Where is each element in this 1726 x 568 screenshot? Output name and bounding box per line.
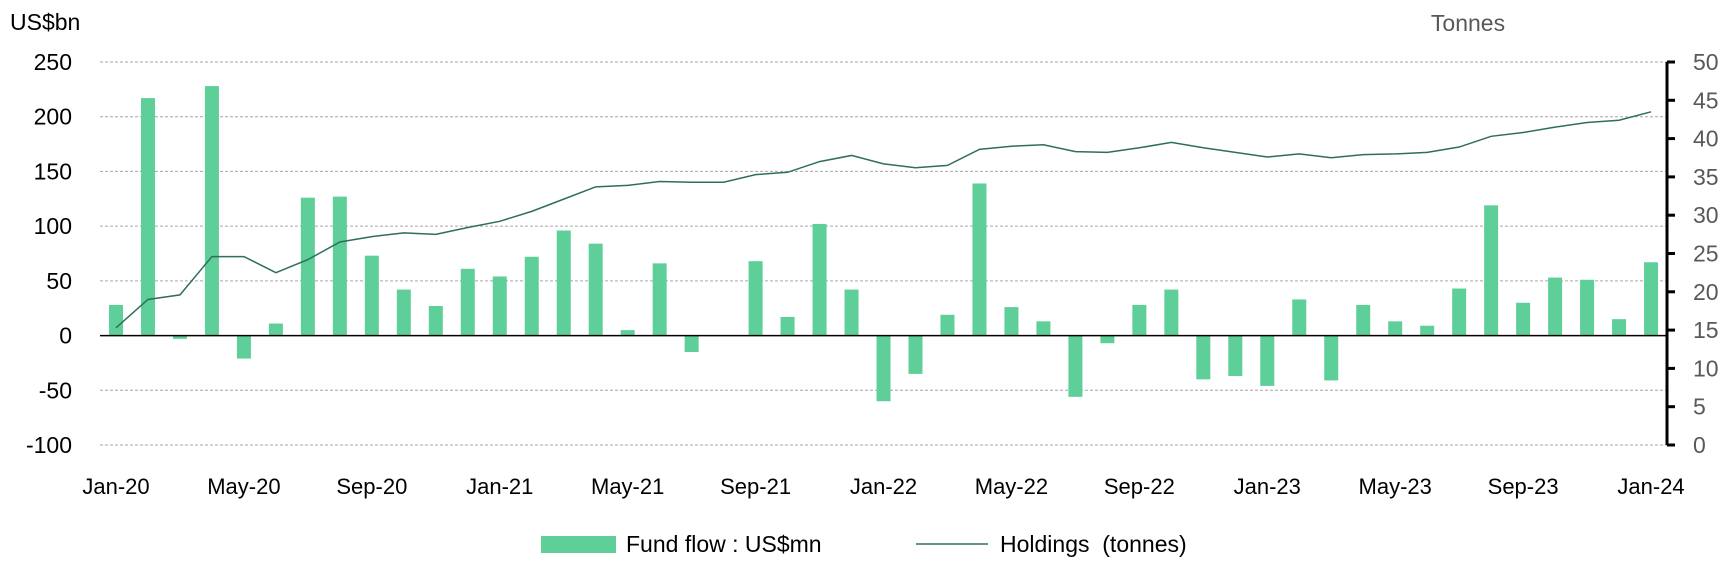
bar-Jan-22 — [876, 335, 891, 402]
bar-Nov-20 — [428, 306, 443, 336]
x-tick-label: May-22 — [975, 474, 1048, 499]
bar-Oct-23 — [1548, 277, 1563, 336]
bar-Jul-22 — [1068, 335, 1083, 397]
bar-Jan-24 — [1644, 262, 1659, 336]
x-tick-label: May-20 — [207, 474, 280, 499]
bar-Feb-21 — [524, 256, 539, 336]
left-tick-label: 200 — [34, 104, 72, 130]
bar-Feb-23 — [1292, 299, 1307, 336]
line-series — [115, 111, 1652, 329]
bar-Jan-20 — [109, 304, 123, 336]
bar-Dec-21 — [844, 289, 859, 336]
bar-May-23 — [1388, 321, 1403, 336]
bar-Jan-23 — [1260, 335, 1275, 386]
bar-Apr-23 — [1356, 304, 1371, 336]
bar-Dec-20 — [460, 268, 475, 336]
left-tick-label: -100 — [26, 432, 72, 458]
x-tick-label: Jan-22 — [850, 474, 917, 499]
left-tick-label: 50 — [46, 268, 72, 294]
bar-Aug-22 — [1100, 335, 1115, 344]
bar-May-20 — [236, 335, 251, 359]
bar-May-22 — [1004, 307, 1019, 336]
bar-Sep-23 — [1516, 302, 1531, 336]
bar-Apr-21 — [588, 243, 603, 336]
bar-Jun-23 — [1420, 325, 1435, 336]
bar-Jul-20 — [300, 197, 315, 336]
x-tick-label: May-23 — [1359, 474, 1432, 499]
holdings-line — [115, 111, 1652, 329]
bar-Dec-23 — [1612, 319, 1627, 336]
x-tick-label: Jan-20 — [82, 474, 149, 499]
bar-Mar-23 — [1324, 335, 1339, 381]
right-tick-label: 25 — [1693, 241, 1719, 267]
bar-Oct-22 — [1164, 289, 1179, 336]
legend: Fund flow : US$mn Holdings (tonnes) — [541, 531, 1187, 557]
bar-Aug-20 — [332, 196, 347, 336]
legend-bar-swatch — [541, 536, 616, 553]
bar-Nov-21 — [812, 223, 827, 336]
x-tick-label: Sep-22 — [1104, 474, 1175, 499]
bar-Jul-21 — [684, 335, 699, 352]
left-tick-label: -50 — [39, 377, 72, 403]
bar-Oct-20 — [396, 289, 411, 336]
x-tick-label: Sep-23 — [1488, 474, 1559, 499]
bar-May-21 — [620, 330, 635, 336]
bar-Jun-21 — [652, 263, 667, 336]
right-tick-label: 30 — [1693, 202, 1719, 228]
left-tick-label: 100 — [34, 213, 72, 239]
bar-Feb-20 — [140, 98, 155, 336]
x-tick-label: Jan-24 — [1617, 474, 1684, 499]
right-tick-label: 50 — [1693, 49, 1719, 75]
x-tick-label: May-21 — [591, 474, 664, 499]
right-tick-label: 0 — [1693, 432, 1706, 458]
right-tick-label: 15 — [1693, 317, 1719, 343]
bar-Apr-20 — [204, 86, 219, 336]
gridlines — [100, 61, 1667, 446]
bar-Sep-21 — [748, 261, 763, 336]
bar-Jul-23 — [1452, 288, 1467, 336]
bar-Aug-23 — [1484, 205, 1499, 336]
right-tick-label: 20 — [1693, 279, 1719, 305]
bar-Dec-22 — [1228, 335, 1243, 377]
bar-Nov-22 — [1196, 335, 1211, 380]
bar-Mar-22 — [940, 314, 955, 336]
bar-Sep-20 — [364, 255, 379, 336]
right-tick-label: 40 — [1693, 126, 1719, 152]
bar-Oct-21 — [780, 316, 795, 336]
bar-Mar-20 — [172, 335, 187, 339]
x-tick-label: Jan-21 — [466, 474, 533, 499]
right-axis-label: Tonnes — [1431, 10, 1505, 36]
x-tick-label: Sep-20 — [336, 474, 407, 499]
left-tick-label: 150 — [34, 158, 72, 184]
bar-Feb-22 — [908, 335, 923, 374]
right-tick-label: 35 — [1693, 164, 1719, 190]
x-tick-label: Sep-21 — [720, 474, 791, 499]
bar-Jan-21 — [492, 276, 507, 336]
x-tick-label: Jan-23 — [1234, 474, 1301, 499]
right-tick-label: 5 — [1693, 394, 1706, 420]
legend-line-label: Holdings (tonnes) — [1000, 531, 1187, 557]
bar-Apr-22 — [972, 183, 987, 336]
legend-bar-label: Fund flow : US$mn — [626, 531, 822, 557]
right-tick-label: 10 — [1693, 355, 1719, 381]
axes: 250200150100500-50-100504540353025201510… — [26, 49, 1719, 499]
bar-Mar-21 — [556, 230, 571, 336]
left-tick-label: 250 — [34, 49, 72, 75]
bar-Nov-23 — [1580, 279, 1595, 336]
bar-Jun-20 — [268, 323, 283, 336]
left-axis-label: US$bn — [10, 9, 80, 35]
right-tick-label: 45 — [1693, 87, 1719, 113]
bar-Jun-22 — [1036, 321, 1051, 336]
bar-series — [109, 86, 1659, 402]
left-tick-label: 0 — [59, 323, 72, 349]
bar-Sep-22 — [1132, 304, 1147, 336]
